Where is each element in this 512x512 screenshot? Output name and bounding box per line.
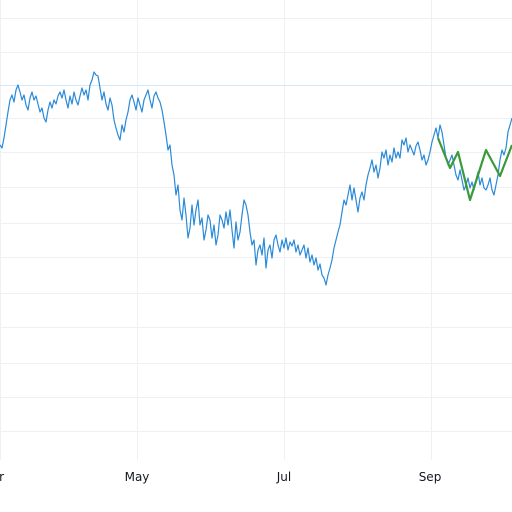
chart-grid [0, 0, 512, 460]
series-layer [0, 71, 512, 286]
series-line-1 [0, 71, 512, 286]
series-line-2 [436, 137, 512, 202]
x-axis: r May Jul Sep [0, 470, 441, 484]
x-tick-label-0: r [0, 470, 4, 484]
x-tick-label-2: Jul [276, 470, 291, 484]
x-tick-label-3: Sep [419, 470, 442, 484]
x-tick-label-1: May [125, 470, 150, 484]
